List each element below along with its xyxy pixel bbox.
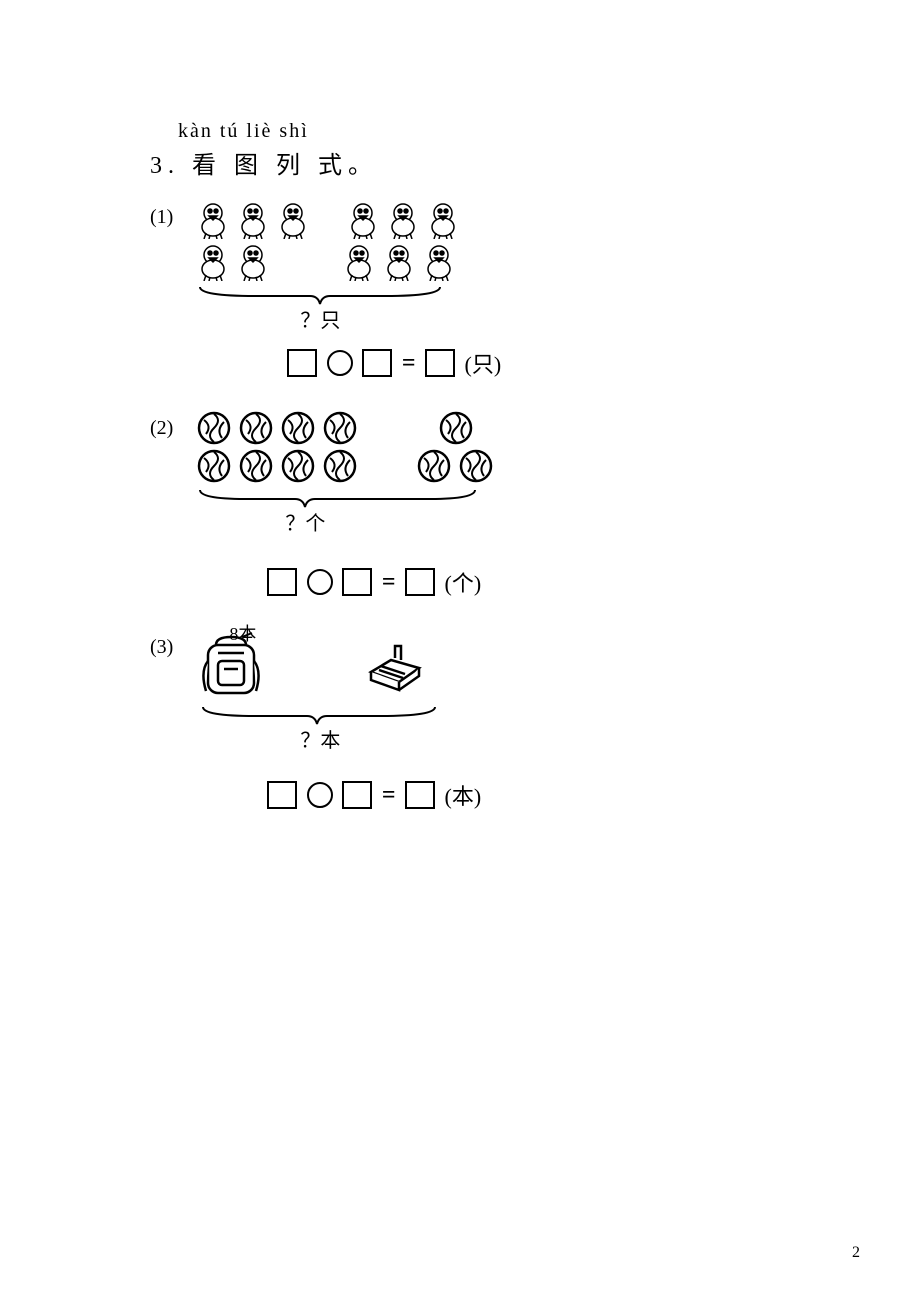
duck-icon [346, 199, 380, 239]
duck-icon [196, 241, 230, 281]
input-box[interactable] [342, 568, 372, 596]
unit-label: (本) [445, 779, 482, 811]
icon-row [195, 240, 501, 282]
equals-sign: = [382, 782, 396, 809]
operator-circle[interactable] [307, 782, 333, 808]
candy-icon [458, 448, 494, 484]
input-box[interactable] [267, 781, 297, 809]
title-text: 看 图 列 式。 [192, 153, 378, 179]
problem-number: (2) [150, 417, 173, 440]
candy-icon [416, 448, 452, 484]
input-box[interactable] [425, 349, 455, 377]
duck-icon [386, 199, 420, 239]
duck-icon [236, 241, 270, 281]
problem-1-figure: ？只 = (只) [195, 198, 501, 379]
duck-icon [426, 199, 460, 239]
title-number: 3. [150, 153, 180, 179]
problem-2: (2) [150, 409, 920, 598]
section-title: 3. 看 图 列 式。 [150, 145, 920, 180]
duck-icon [236, 199, 270, 239]
equals-sign: = [382, 569, 396, 596]
candy-icon [238, 448, 274, 484]
duck-icon [422, 241, 456, 281]
input-box[interactable] [405, 568, 435, 596]
duck-icon [196, 199, 230, 239]
duck-icon [342, 241, 376, 281]
duck-icon [382, 241, 416, 281]
problem-2-figure: ？个 = (个) [195, 409, 495, 598]
problem-3: (3) 8本 [150, 628, 920, 811]
problem-number: (3) [150, 636, 173, 659]
equation-row: = (个) [265, 566, 495, 598]
brace-label: ？只 [195, 304, 445, 333]
duck-icon [276, 199, 310, 239]
icon-row [195, 409, 495, 447]
books-icon [361, 638, 431, 694]
candy-icon [196, 410, 232, 446]
candy-icon [238, 410, 274, 446]
brace-label: ？本 [195, 724, 445, 753]
curly-brace-icon [195, 487, 495, 509]
candy-icon [438, 410, 474, 446]
candy-icon [322, 410, 358, 446]
unit-label: (只) [465, 347, 502, 379]
worksheet-page: kàn tú liè shì 3. 看 图 列 式。 (1) [0, 0, 920, 1302]
candy-icon [280, 410, 316, 446]
problem-1: (1) [150, 198, 920, 379]
input-box[interactable] [362, 349, 392, 377]
input-box[interactable] [287, 349, 317, 377]
icon-row [195, 198, 501, 240]
candy-icon [196, 448, 232, 484]
operator-circle[interactable] [307, 569, 333, 595]
problem-number: (1) [150, 206, 173, 229]
icon-row [195, 447, 495, 485]
unit-label: (个) [445, 566, 482, 598]
candy-icon [280, 448, 316, 484]
candy-icon [322, 448, 358, 484]
problem-3-figure: 8本 [195, 628, 481, 811]
page-number: 2 [852, 1244, 860, 1262]
equals-sign: = [402, 350, 416, 377]
curly-brace-icon [195, 284, 501, 306]
curly-brace-icon [195, 704, 481, 726]
brace-label: ？个 [195, 507, 415, 536]
equation-row: = (本) [265, 779, 481, 811]
pinyin-text: kàn tú liè shì [178, 120, 920, 143]
input-box[interactable] [342, 781, 372, 809]
operator-circle[interactable] [327, 350, 353, 376]
input-box[interactable] [405, 781, 435, 809]
equation-row: = (只) [285, 347, 501, 379]
input-box[interactable] [267, 568, 297, 596]
